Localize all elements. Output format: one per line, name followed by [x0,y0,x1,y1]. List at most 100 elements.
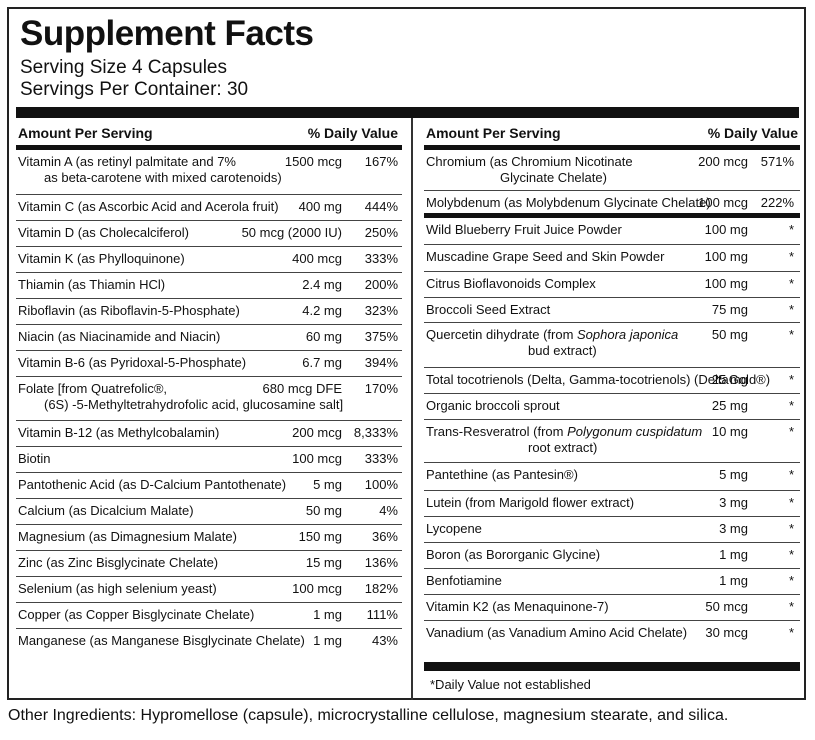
nutrient-amount: 200 mcg [292,425,342,440]
nutrient-name: Niacin (as Niacinamide and Niacin) [18,329,221,344]
amount-per-serving-label: Amount Per Serving [426,125,561,141]
nutrient-row: Broccoli Seed Extract 75 mg * [424,298,800,323]
other-ingredients: Other Ingredients: Hypromellose (capsule… [8,707,729,724]
nutrient-daily-value: 375% [364,329,398,344]
nutrient-amount: 1 mg [719,573,748,588]
nutrient-row: Selenium (as high selenium yeast) 100 mcg… [16,577,402,603]
nutrient-amount: 50 mg [305,503,342,518]
nutrient-amount: 3 mg [719,521,748,536]
left-rows: Vitamin A (as retinyl palmitate and 7% as… [16,150,402,655]
nutrient-name: Folate [from Quatrefolic®, (6S) -5-Methyl… [18,381,344,412]
nutrient-daily-value: * [788,625,794,640]
bottom-thick-bar [424,662,800,671]
top-thick-bar [16,107,799,118]
nutrient-amount: 5 mg [313,477,342,492]
nutrient-name: Copper (as Copper Bisglycinate Chelate) [18,607,255,622]
nutrient-row: Muscadine Grape Seed and Skin Powder 100 … [424,245,800,272]
nutrient-amount: 100 mcg [292,581,342,596]
nutrient-daily-value: 100% [364,477,398,492]
daily-value-label: % Daily Value [707,125,798,141]
nutrient-amount: 60 mg [305,329,342,344]
right-rows: Chromium (as Chromium Nicotinate Glycinat… [424,150,800,647]
nutrient-name: Lutein (from Marigold flower extract) [426,495,635,510]
nutrient-amount: 680 mcg DFE [262,381,342,396]
nutrient-daily-value: 36% [371,529,398,544]
nutrient-name: Total tocotrienols (Delta, Gamma-tocotri… [426,372,771,387]
nutrient-amount: 3 mg [719,495,748,510]
nutrient-row: Manganese (as Manganese Bisglycinate Che… [16,629,402,655]
nutrient-daily-value: 333% [364,451,398,466]
nutrient-row: Niacin (as Niacinamide and Niacin) 60 mg 3… [16,325,402,351]
nutrient-name: Vitamin K (as Phylloquinone) [18,251,185,266]
nutrient-daily-value: 8,333% [353,425,398,440]
nutrient-name: Organic broccoli sprout [426,398,560,413]
nutrient-name: Benfotiamine [426,573,502,588]
nutrient-daily-value: * [788,467,794,482]
nutrient-amount: 100 mg [704,222,748,237]
nutrient-name: Vanadium (as Vanadium Amino Acid Chelate… [426,625,688,640]
nutrient-daily-value: 167% [364,154,398,169]
nutrient-amount: 50 mg [711,327,748,342]
nutrient-amount: 100 mcg [292,451,342,466]
nutrient-daily-value: * [788,573,794,588]
panel-title: Supplement Facts [20,14,314,53]
nutrient-name: Pantethine (as Pantesin®) [426,467,578,482]
nutrient-amount: 75 mg [711,302,748,317]
nutrient-daily-value: * [788,372,794,387]
nutrient-amount: 6.7 mg [302,355,342,370]
nutrient-daily-value: 571% [760,154,794,169]
nutrient-name: Chromium (as Chromium Nicotinate Glycinat… [426,154,633,185]
supplement-facts-panel [7,7,806,700]
nutrient-row: Boron (as Bororganic Glycine) 1 mg * [424,543,800,569]
nutrient-amount: 100 mg [704,249,748,264]
nutrient-amount: 100 mg [704,276,748,291]
nutrient-row: Organic broccoli sprout 25 mg * [424,394,800,420]
nutrient-row: Calcium (as Dicalcium Malate) 50 mg 4% [16,499,402,525]
nutrient-daily-value: 111% [366,607,398,622]
serving-size: Serving Size 4 Capsules [20,57,227,78]
servings-per-container: Servings Per Container: 30 [20,79,249,100]
amount-per-serving-label: Amount Per Serving [18,125,153,141]
nutrient-name: Citrus Bioflavonoids Complex [426,276,596,291]
nutrient-name: Vitamin B-6 (as Pyridoxal-5-Phosphate) [18,355,247,370]
nutrient-name: Wild Blueberry Fruit Juice Powder [426,222,622,237]
nutrient-amount: 30 mcg [705,625,748,640]
nutrient-amount: 25 mg [711,372,748,387]
nutrient-amount: 1 mg [313,633,342,648]
nutrient-daily-value: 323% [364,303,398,318]
nutrient-daily-value: 250% [364,225,398,240]
nutrient-daily-value: * [788,495,794,510]
nutrient-row: Vitamin D (as Cholecalciferol) 50 mcg (20… [16,221,402,247]
nutrient-daily-value: * [788,327,794,342]
nutrient-row: Trans-Resveratrol (from Polygonum cuspid… [424,420,800,463]
nutrient-daily-value: * [788,521,794,536]
nutrient-row: Lutein (from Marigold flower extract) 3 m… [424,491,800,517]
nutrient-daily-value: 182% [364,581,398,596]
nutrient-daily-value: 43% [371,633,398,648]
nutrient-name: Pantothenic Acid (as D-Calcium Pantothen… [18,477,287,492]
nutrient-name: Vitamin K2 (as Menaquinone-7) [426,599,609,614]
nutrient-daily-value: 170% [364,381,398,396]
nutrient-daily-value: * [788,276,794,291]
nutrient-name: Magnesium (as Dimagnesium Malate) [18,529,237,544]
nutrient-amount: 4.2 mg [302,303,342,318]
nutrient-daily-value: 4% [379,503,398,518]
nutrient-amount: 10 mg [711,424,748,439]
nutrient-row: Vitamin B-6 (as Pyridoxal-5-Phosphate) 6.… [16,351,402,377]
nutrient-name: Lycopene [426,521,482,536]
nutrient-row: Copper (as Copper Bisglycinate Chelate) 1… [16,603,402,629]
nutrient-daily-value: * [788,424,794,439]
nutrient-amount: 50 mcg (2000 IU) [241,225,342,240]
nutrient-name: Boron (as Bororganic Glycine) [426,547,601,562]
nutrient-name: Zinc (as Zinc Bisglycinate Chelate) [18,555,219,570]
right-column: Amount Per Serving % Daily Value Chromiu… [424,118,800,647]
nutrient-name: Quercetin dihydrate (from Sophora japoni… [426,327,679,358]
nutrient-daily-value: * [788,222,794,237]
nutrient-name: Trans-Resveratrol (from Polygonum cuspid… [426,424,703,455]
nutrient-amount: 1500 mcg [284,154,342,169]
nutrient-amount: 150 mg [298,529,342,544]
nutrient-row: Total tocotrienols (Delta, Gamma-tocotri… [424,368,800,394]
nutrient-row: Vitamin K2 (as Menaquinone-7) 50 mcg * [424,595,800,621]
nutrient-name: Vitamin D (as Cholecalciferol) [18,225,189,240]
nutrient-daily-value: 200% [364,277,398,292]
